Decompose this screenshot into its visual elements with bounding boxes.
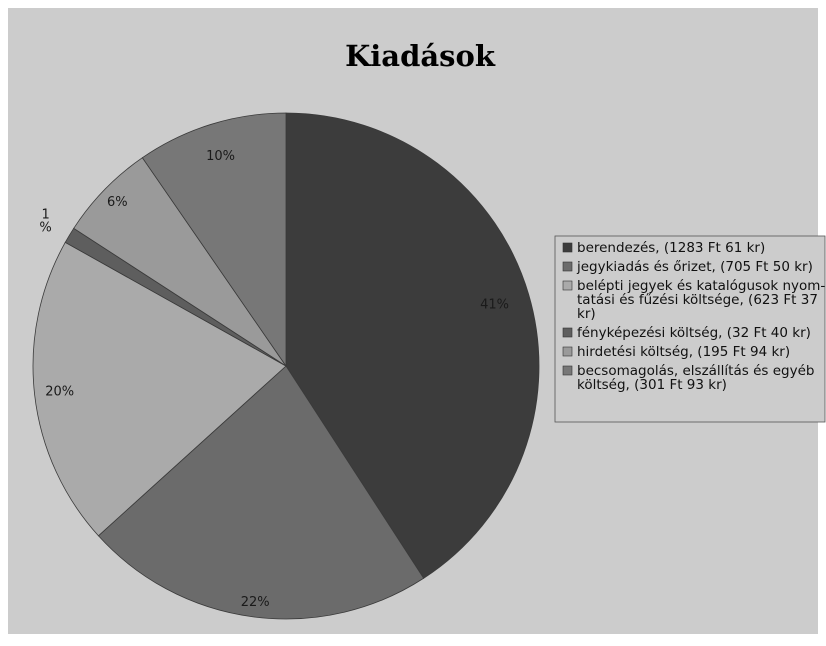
legend-box [554,235,826,423]
legend-label-1: jegykiadás és őrizet, (705 Ft 50 kr) [576,259,813,275]
pie-slice-5 [141,112,287,368]
legend-label-5: becsomagolás, elszállítás és egyéb költsé… [577,363,814,393]
legend-label-0: berendezés, (1283 Ft 61 kr) [577,240,765,256]
pie-label-5: 10% [206,149,235,164]
legend-label-4: hirdetési költség, (195 Ft 94 kr) [577,344,790,360]
pie-slices [32,112,540,620]
pie-slice-2 [32,241,287,537]
legend-label-3: fényképezési költség, (32 Ft 40 kr) [577,325,811,341]
legend-swatch-1 [562,261,573,272]
legend-swatch-5 [562,365,573,376]
pie-label-3: 1% [39,207,51,235]
pie-label-0: 41% [480,297,509,312]
pie-label-1: 22% [241,595,270,610]
pie-labels: 41% 22% 20% 1 % 6% 10% [39,149,509,610]
pie-label-2: 20% [45,385,74,400]
legend-swatch-2 [562,280,573,291]
legend-swatch-4 [562,346,573,357]
legend: berendezés, (1283 Ft 61 kr) jegykiadás és… [554,235,826,423]
legend-swatch-3 [562,327,573,338]
pie-slice-1 [97,365,425,620]
legend-swatch-0 [562,242,573,253]
pie-label-4: 6% [107,195,128,210]
legend-label-2: belépti jegyek és katalógusok nyom-tatás… [577,278,825,322]
chart-title: Kiadások [345,39,496,73]
pie-slice-0 [285,112,540,579]
